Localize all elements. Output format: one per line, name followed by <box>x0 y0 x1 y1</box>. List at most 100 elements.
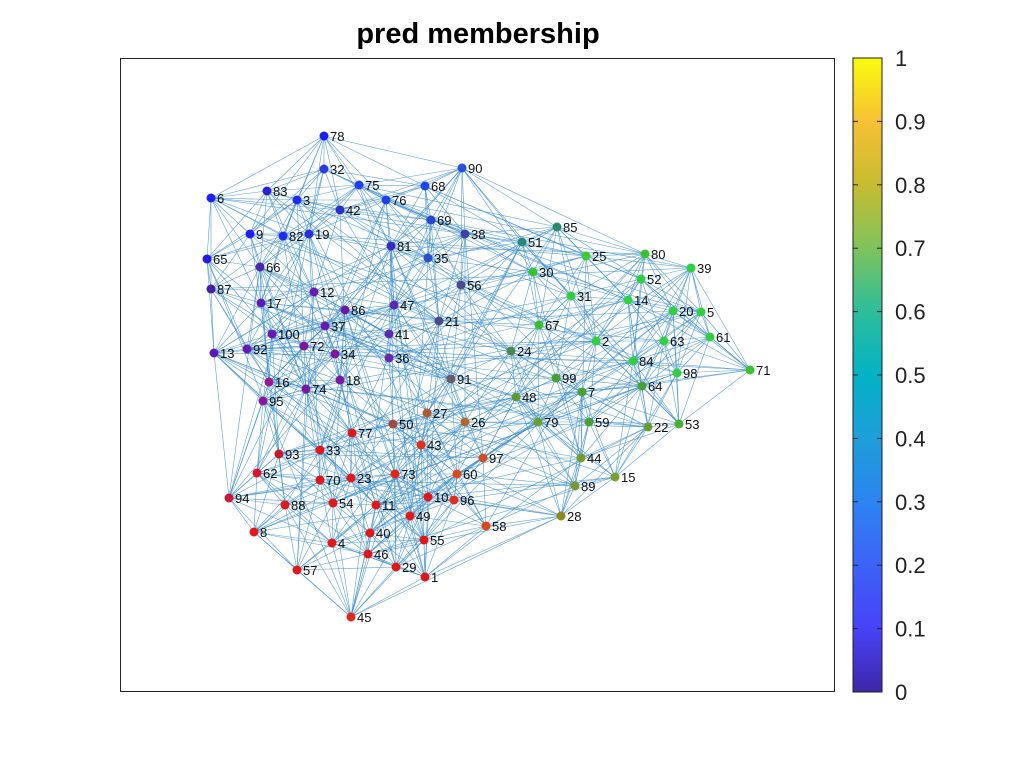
node-point-25 <box>581 251 591 261</box>
edge <box>334 340 597 355</box>
edge <box>388 299 629 359</box>
edge <box>464 233 534 273</box>
edge <box>206 233 251 260</box>
edge <box>324 325 390 335</box>
edge <box>427 476 616 498</box>
edge <box>632 278 642 362</box>
edge <box>324 325 517 398</box>
node-point-56 <box>456 280 466 290</box>
edge <box>206 258 273 335</box>
edge <box>595 340 678 374</box>
edge <box>268 219 432 383</box>
edge <box>390 167 463 247</box>
edge <box>427 257 643 387</box>
edge <box>228 497 298 571</box>
edge <box>393 226 558 306</box>
node-point-6 <box>206 193 216 203</box>
edge <box>395 499 455 568</box>
edge <box>303 345 751 371</box>
edge <box>537 421 582 459</box>
node-point-59 <box>584 417 594 427</box>
edge <box>249 233 540 326</box>
node-point-73 <box>390 469 400 479</box>
edge <box>206 197 212 260</box>
colorbar-tick-label: 0.3 <box>895 490 926 515</box>
edge <box>537 324 540 423</box>
node-point-66 <box>255 262 265 272</box>
edge <box>663 336 711 342</box>
edge <box>585 253 646 257</box>
edge <box>249 233 307 390</box>
edge <box>678 369 751 425</box>
edge <box>438 320 512 352</box>
edge <box>588 421 616 478</box>
edge <box>424 185 429 259</box>
edge <box>614 385 643 478</box>
node-label-63: 63 <box>670 334 684 349</box>
edge <box>305 309 346 390</box>
edge <box>268 381 353 434</box>
edge <box>423 426 649 541</box>
edge <box>259 235 284 268</box>
node-label-82: 82 <box>289 229 303 244</box>
edge <box>268 381 396 475</box>
node-point-51 <box>517 237 527 247</box>
edge <box>282 235 440 322</box>
edge <box>284 477 352 506</box>
edge <box>570 295 629 301</box>
edge <box>375 473 396 506</box>
node-label-3: 3 <box>303 193 310 208</box>
edge <box>427 473 458 498</box>
edge <box>538 226 558 326</box>
edge <box>296 199 396 475</box>
edge <box>339 167 463 211</box>
edge <box>632 311 702 362</box>
edge <box>350 477 371 534</box>
edge <box>385 199 583 393</box>
edge <box>253 453 280 533</box>
edge <box>515 396 582 459</box>
node-point-7 <box>577 387 587 397</box>
edge <box>253 531 333 544</box>
edge <box>461 167 466 235</box>
edge <box>358 167 463 186</box>
edge <box>266 190 440 322</box>
node-point-65 <box>202 254 212 264</box>
edge <box>358 184 629 301</box>
node-point-99 <box>551 373 561 383</box>
node-point-11 <box>371 500 381 510</box>
edge <box>515 396 539 423</box>
edge <box>210 288 262 304</box>
node-label-99: 99 <box>562 371 576 386</box>
node-label-76: 76 <box>392 193 406 208</box>
edge <box>206 258 262 304</box>
node-label-71: 71 <box>756 363 770 378</box>
edge <box>627 299 702 313</box>
edge <box>424 185 432 221</box>
edge <box>464 226 558 235</box>
node-point-98 <box>672 368 682 378</box>
edge <box>678 336 711 425</box>
edge <box>210 190 268 199</box>
edge <box>409 412 428 517</box>
node-label-23: 23 <box>357 471 371 486</box>
edge <box>521 241 587 257</box>
edge <box>260 302 286 506</box>
edge <box>228 477 352 499</box>
edge <box>556 226 642 280</box>
node-label-1: 1 <box>431 570 438 585</box>
edge <box>324 325 539 423</box>
node-label-86: 86 <box>351 303 365 318</box>
edge <box>350 576 426 618</box>
edge <box>358 184 426 187</box>
edge <box>350 515 562 618</box>
edge <box>259 190 268 268</box>
edge <box>262 400 280 455</box>
edge <box>213 352 634 362</box>
edge <box>313 226 558 293</box>
node-label-53: 53 <box>685 417 699 432</box>
edge <box>271 325 326 335</box>
edge <box>210 288 270 383</box>
edge <box>388 357 425 541</box>
colorbar-tick-label: 0.2 <box>895 553 926 578</box>
